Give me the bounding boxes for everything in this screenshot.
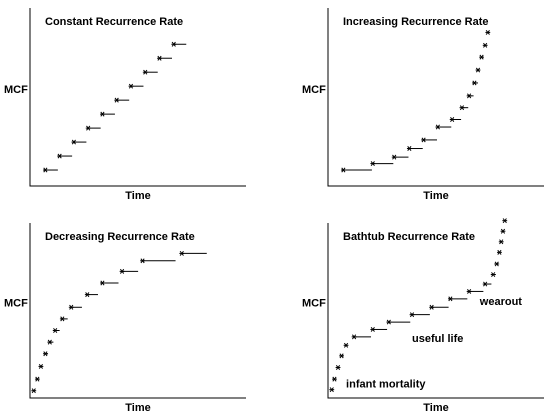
data-point-marker [335,365,341,370]
data-point-marker [52,328,58,333]
data-point-marker [449,117,455,122]
data-point-marker [179,250,185,256]
axis-lines [29,223,246,399]
data-point-marker [482,42,488,48]
chart-title: Increasing Recurrence Rate [343,16,489,28]
data-point-marker [119,268,125,274]
data-point-marker [409,312,415,318]
data-point-marker [479,54,484,60]
axis-lines [29,8,246,187]
y-axis-label: MCF [4,84,28,96]
data-point-marker [31,388,37,394]
data-point-marker [128,83,134,89]
y-axis-label: MCF [302,298,326,310]
data-point-marker [421,137,427,143]
data-point-marker [71,139,77,145]
data-point-marker [466,93,472,99]
chart-title: Bathtub Recurrence Rate [343,231,475,243]
data-point-marker [68,304,74,310]
chart-panel-2: Increasing Recurrence Rate MCF Time [302,8,544,202]
chart-panel-4: Bathtub Recurrence Rate MCF Time infant mor… [302,218,544,414]
data-point-marker [329,387,335,393]
data-point-marker [42,351,48,357]
data-point-marker [370,161,376,167]
data-point-marker [490,272,496,277]
x-axis-label: Time [423,190,448,202]
data-point-marker [59,316,65,322]
data-point-marker [386,319,392,325]
data-point-marker [370,326,376,332]
data-point-marker [57,153,63,159]
axis-lines [327,223,544,399]
data-point-marker [140,258,145,264]
data-point-marker [157,55,162,61]
y-axis-label: MCF [4,298,28,310]
data-point-marker [340,167,346,173]
data-point-marker [100,280,105,286]
x-axis-label: Time [423,402,448,414]
data-point-marker [466,288,472,294]
data-point-marker [38,363,44,369]
data-point-marker [459,105,465,111]
data-point-marker [429,304,435,310]
data-point-marker [475,67,481,73]
y-axis-label: MCF [302,84,326,96]
data-point-marker [485,29,491,35]
data-point-marker [85,125,91,131]
data-point-marker [343,342,349,348]
data-point-marker [482,281,488,287]
chart-title: Decreasing Recurrence Rate [45,231,195,243]
data-point-marker [351,334,357,340]
x-axis-label: Time [125,402,150,414]
data-point-marker [47,339,53,345]
data-point-marker [142,69,148,75]
chart-panel-1: Constant Recurrence Rate MCF Time [4,8,246,202]
data-point-marker [435,124,441,130]
data-point-marker [171,41,177,47]
annotation-label: wearout [479,296,523,308]
annotation-label: useful life [412,333,463,345]
data-point-marker [447,296,453,302]
data-point-marker [502,218,508,224]
data-point-marker [114,97,120,103]
data-point-marker [500,228,506,234]
data-point-marker [34,376,40,382]
chart-panel-3: Decreasing Recurrence Rate MCF Time [4,223,246,414]
data-point-marker [497,249,502,255]
chart-title: Constant Recurrence Rate [45,16,183,28]
data-point-marker [100,111,105,117]
data-point-marker [406,146,412,151]
data-point-marker [332,376,337,382]
data-point-marker [42,167,48,173]
axis-lines [327,8,544,187]
data-point-marker [498,239,504,245]
data-point-marker [494,261,500,267]
data-point-marker [472,80,477,86]
data-point-marker [84,292,90,298]
x-axis-label: Time [125,190,150,202]
annotation-label: infant mortality [346,379,426,391]
data-point-marker [339,353,344,359]
data-point-marker [391,154,397,160]
